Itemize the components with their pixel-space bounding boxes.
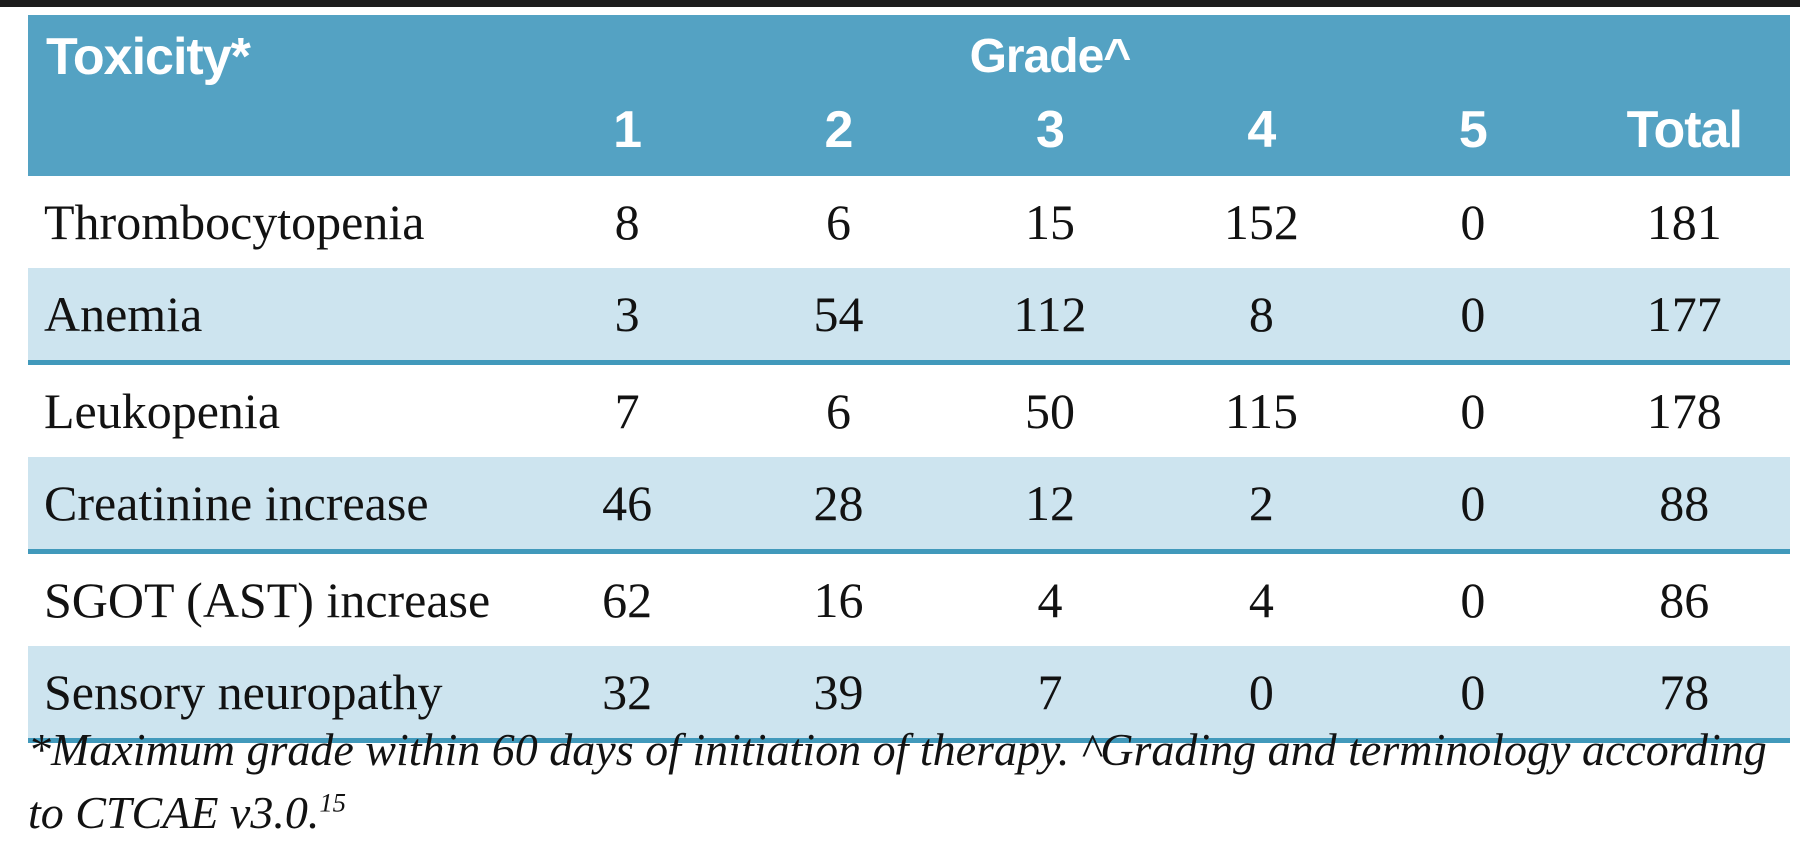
column-header-total: Total [1578,87,1790,176]
toxicity-grade-table: Toxicity* Grade^ 1 2 3 4 5 Total Thrombo… [28,15,1790,743]
cell-value: 15 [944,176,1156,268]
cell-value: 28 [732,457,945,554]
cell-value: 3 [521,268,733,365]
row-label: Anemia [28,268,522,365]
row-label: Leukopenia [28,362,522,457]
column-group-header-grade: Grade^ [521,15,1579,87]
cell-value: 12 [944,457,1156,554]
cell-value: 177 [1578,268,1790,365]
footnote-reference-number: 15 [319,788,347,819]
cell-value: 7 [944,646,1156,743]
cell-value: 16 [732,551,945,646]
cell-value: 115 [1155,362,1368,457]
cell-value: 0 [1367,551,1579,646]
table-row: Creatinine increase 46 28 12 2 0 88 [28,457,1790,554]
row-label: Sensory neuropathy [28,646,522,743]
cell-value: 88 [1578,457,1790,554]
table-header: Toxicity* Grade^ 1 2 3 4 5 Total [28,15,1790,176]
table-row: Sensory neuropathy 32 39 7 0 0 78 [28,646,1790,743]
column-header-grade-4: 4 [1155,87,1368,176]
cell-value: 8 [1155,268,1368,365]
cell-value: 8 [521,176,733,268]
column-header-grade-3: 3 [944,87,1156,176]
row-label: Thrombocytopenia [28,176,522,268]
cell-value: 0 [1367,268,1579,365]
cell-value: 46 [521,457,733,554]
cell-value: 50 [944,362,1156,457]
cell-value: 62 [521,551,733,646]
cell-value: 78 [1578,646,1790,743]
cell-value: 178 [1578,362,1790,457]
column-header-toxicity: Toxicity* [28,15,522,176]
cell-value: 0 [1367,176,1579,268]
cell-value: 6 [732,176,945,268]
column-header-grade-2: 2 [732,87,945,176]
cell-value: 112 [944,268,1156,365]
footnote-text: *Maximum grade within 60 days of initiat… [28,724,1767,839]
header-spacer-cell [1578,15,1790,87]
table-row: Thrombocytopenia 8 6 15 152 0 181 [28,176,1790,268]
table-body: Thrombocytopenia 8 6 15 152 0 181 Anemia… [28,176,1790,743]
cell-value: 0 [1367,362,1579,457]
header-row-grades: 1 2 3 4 5 Total [28,87,1790,176]
column-header-grade-5: 5 [1367,87,1579,176]
row-label: Creatinine increase [28,457,522,554]
cell-value: 152 [1155,176,1368,268]
cell-value: 54 [732,268,945,365]
row-label: SGOT (AST) increase [28,551,522,646]
cell-value: 2 [1155,457,1368,554]
cell-value: 181 [1578,176,1790,268]
table-row: SGOT (AST) increase 62 16 4 4 0 86 [28,551,1790,646]
cell-value: 0 [1367,646,1579,743]
top-border-rule [0,0,1800,7]
cell-value: 86 [1578,551,1790,646]
column-header-grade-1: 1 [521,87,733,176]
cell-value: 6 [732,362,945,457]
cell-value: 0 [1155,646,1368,743]
table-row: Leukopenia 7 6 50 115 0 178 [28,362,1790,457]
header-row-group: Toxicity* Grade^ [28,15,1790,176]
cell-value: 0 [1367,457,1579,554]
table-row: Anemia 3 54 112 8 0 177 [28,268,1790,365]
cell-value: 32 [521,646,733,743]
cell-value: 4 [944,551,1156,646]
cell-value: 39 [732,646,945,743]
table-footnote: *Maximum grade within 60 days of initiat… [28,718,1798,845]
cell-value: 4 [1155,551,1368,646]
cell-value: 7 [521,362,733,457]
